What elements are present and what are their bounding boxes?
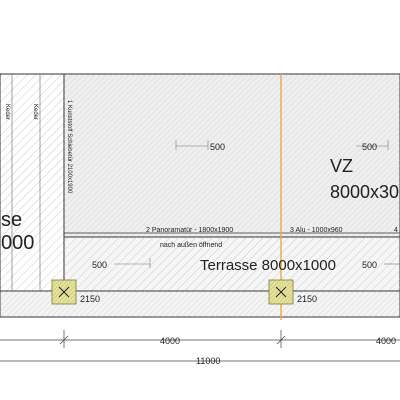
door-2-label: 2 Panoramatür - 1800x1900: [146, 227, 233, 234]
post-2: [268, 279, 294, 305]
vz-spacing-left-label: 500: [210, 142, 225, 152]
post-2-label: 2150: [297, 294, 317, 304]
vz-size: 8000x30: [330, 182, 399, 202]
door-2-note: nach außen öffnend: [160, 242, 222, 249]
door-3-label: 3 Alu - 1000x960: [290, 227, 343, 234]
left-room-label: se: [1, 209, 22, 231]
terrace-label: Terrasse 8000x1000: [200, 257, 336, 274]
door-1-label: 1 Kunststoff Schiebetür 2100x1900: [66, 100, 72, 194]
dimension-segment-1: 4000: [160, 336, 180, 346]
vz-spacing-left: [175, 140, 209, 150]
post-1: [51, 279, 77, 305]
door-4-label: 4: [394, 227, 398, 234]
terrace-spacing-left: [114, 258, 151, 268]
vz-hatch: [64, 74, 400, 237]
dimension-segment-2: 4000: [376, 336, 396, 346]
vz-label: VZ: [330, 156, 353, 176]
left-room-size: 000: [1, 232, 34, 254]
keder-label-1: Keder: [4, 104, 10, 120]
left-room-area: [0, 73, 65, 292]
dimension-total: 11000: [196, 356, 220, 366]
post-1-label: 2150: [80, 294, 100, 304]
keder-label-2: Keder: [32, 104, 38, 120]
vz-spacing-right-label: 500: [362, 142, 377, 152]
terrace-spacing-right-label: 500: [362, 260, 377, 270]
terrace-spacing-left-label: 500: [92, 260, 107, 270]
vz-spacing-right: [356, 140, 389, 150]
dimension-line-segments: [0, 330, 400, 348]
